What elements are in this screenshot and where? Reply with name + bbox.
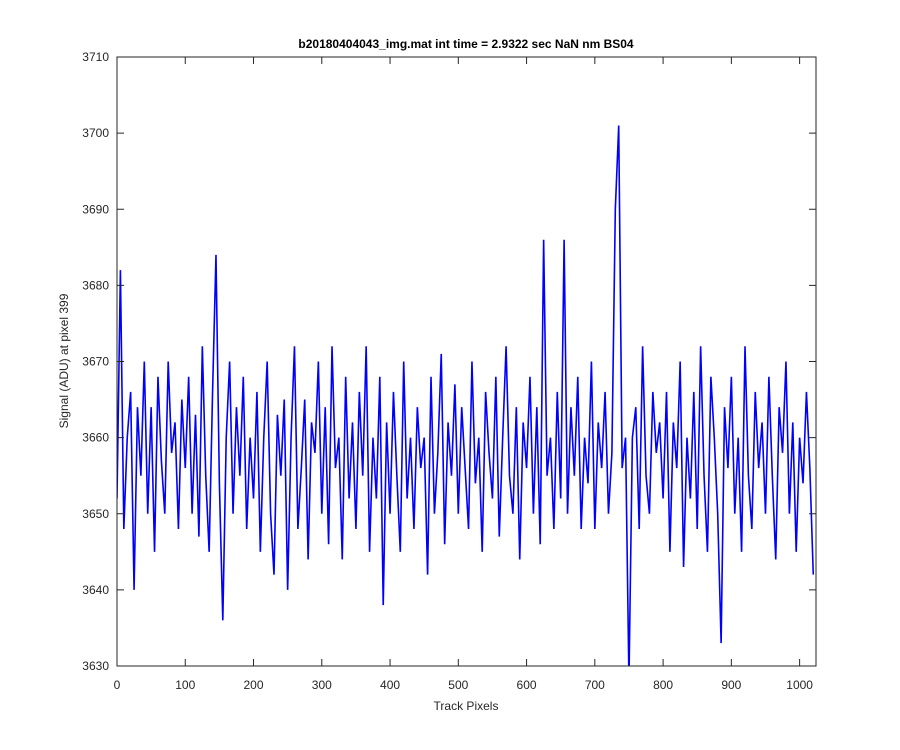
y-tick-label: 3690	[82, 202, 109, 216]
y-tick-label: 3630	[82, 659, 109, 673]
x-tick-label: 300	[312, 678, 332, 692]
x-axis-label: Track Pixels	[434, 699, 499, 713]
x-tick-label: 800	[653, 678, 673, 692]
x-tick-label: 700	[585, 678, 605, 692]
x-tick-label: 200	[244, 678, 264, 692]
chart-title: b20180404043_img.mat int time = 2.9322 s…	[298, 37, 634, 51]
x-tick-label: 0	[114, 678, 121, 692]
y-tick-label: 3710	[82, 50, 109, 64]
y-tick-label: 3650	[82, 507, 109, 521]
x-tick-label: 400	[380, 678, 400, 692]
y-tick-label: 3700	[82, 126, 109, 140]
x-tick-label: 1000	[786, 678, 813, 692]
y-tick-label: 3680	[82, 278, 109, 292]
plot-area: 0 100 200 300 400 500 600 700 800 900 1000 3630 3640…	[82, 50, 817, 692]
y-tick-label: 3670	[82, 355, 109, 369]
data-line	[117, 125, 815, 666]
x-tick-label: 100	[175, 678, 195, 692]
x-tick-label: 500	[448, 678, 468, 692]
x-tick-label: 900	[721, 678, 741, 692]
y-tick-label: 3660	[82, 431, 109, 445]
y-axis-label: Signal (ADU) at pixel 399	[57, 293, 71, 428]
x-tick-label: 600	[517, 678, 537, 692]
y-tick-label: 3640	[82, 583, 109, 597]
